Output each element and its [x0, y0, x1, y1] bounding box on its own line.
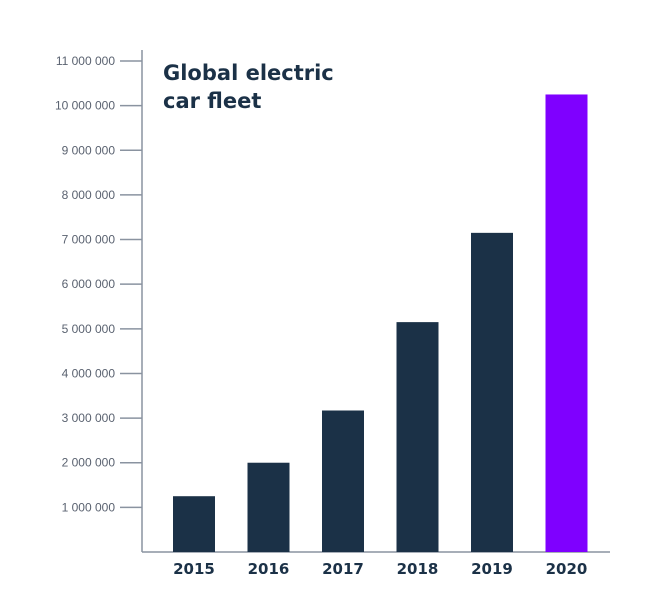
- y-tick-label: 6 000 000: [62, 277, 116, 291]
- x-tick-label: 2016: [248, 560, 290, 578]
- bar-2019: [471, 232, 513, 552]
- bars: [173, 94, 588, 553]
- y-tick-label: 11 000 000: [56, 54, 115, 68]
- x-tick-label: 2020: [546, 560, 588, 578]
- y-tick-label: 10 000 000: [55, 99, 115, 113]
- y-tick-label: 4 000 000: [62, 366, 116, 380]
- bar-2020: [545, 94, 588, 553]
- y-tick-label: 7 000 000: [62, 233, 116, 247]
- bar-2015: [173, 496, 215, 552]
- y-axis: 1 000 000 2 000 000 3 000 000 4 000 000 5 00…: [55, 50, 143, 552]
- x-axis: 2015 2016 2017 2018 2019 2020: [142, 551, 610, 578]
- bar-2017: [322, 410, 364, 552]
- y-tick-label: 9 000 000: [62, 143, 116, 157]
- y-tick-label: 1 000 000: [62, 500, 116, 514]
- y-tick-label: 8 000 000: [62, 188, 116, 202]
- y-tick-label: 3 000 000: [62, 411, 116, 425]
- chart-title-line-2: car fleet: [163, 89, 261, 113]
- y-tick-label: 2 000 000: [62, 456, 116, 470]
- x-tick-label: 2018: [397, 560, 439, 578]
- chart-title-line-1: Global electric: [163, 61, 334, 85]
- x-tick-label: 2019: [471, 560, 513, 578]
- x-tick-label: 2017: [322, 560, 364, 578]
- bar-2016: [247, 462, 290, 552]
- x-tick-label: 2015: [173, 560, 215, 578]
- y-tick-label: 5 000 000: [62, 322, 116, 336]
- chart-title: Global electric car fleet: [163, 61, 334, 113]
- bar-2018: [396, 322, 439, 552]
